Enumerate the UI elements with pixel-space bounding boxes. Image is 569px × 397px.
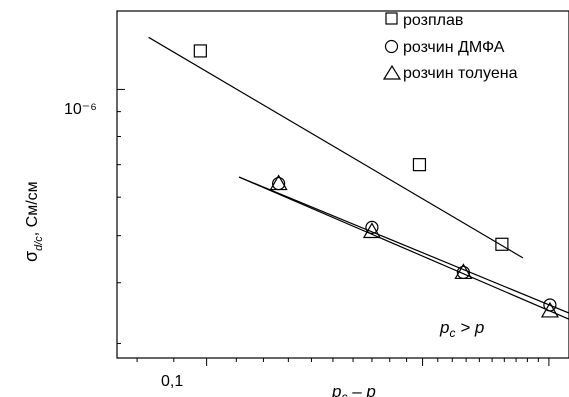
square-marker [193, 44, 207, 58]
legend: розплав розчин ДМФА розчин толуена [382, 12, 518, 82]
triangle-marker [269, 174, 288, 191]
triangle-marker [540, 301, 559, 318]
y-tick-label: 10⁻⁶ [64, 101, 97, 118]
legend-label: розчин ДМФА [403, 39, 505, 56]
fit-lines [148, 36, 569, 320]
triangle-marker [362, 222, 381, 239]
circle-marker [543, 298, 557, 312]
fit-line [148, 36, 524, 259]
plot-frame [116, 10, 569, 359]
legend-label: розплав [403, 12, 463, 29]
data-markers [193, 44, 559, 318]
axis-ticks [117, 88, 550, 366]
circle-marker [365, 220, 379, 234]
fit-line [238, 176, 569, 314]
square-marker [495, 237, 509, 251]
y-axis-label: σd/c, См/см [21, 181, 45, 262]
legend-label: розчин толуена [403, 65, 518, 82]
triangle-marker [454, 263, 473, 280]
legend-square-marker [385, 12, 398, 25]
legend-circle-marker [384, 39, 399, 54]
square-marker [412, 158, 427, 172]
annotation: pc > p [439, 318, 484, 340]
legend-triangle-marker [382, 64, 402, 80]
legend-item: розплав [385, 12, 463, 29]
x-axis-label: pc – p [331, 382, 376, 397]
legend-item: розчин толуена [382, 64, 518, 82]
legend-item: розчин ДМФА [384, 39, 505, 56]
x-tick-label: 0,1 [161, 373, 183, 390]
fit-line [238, 176, 569, 320]
